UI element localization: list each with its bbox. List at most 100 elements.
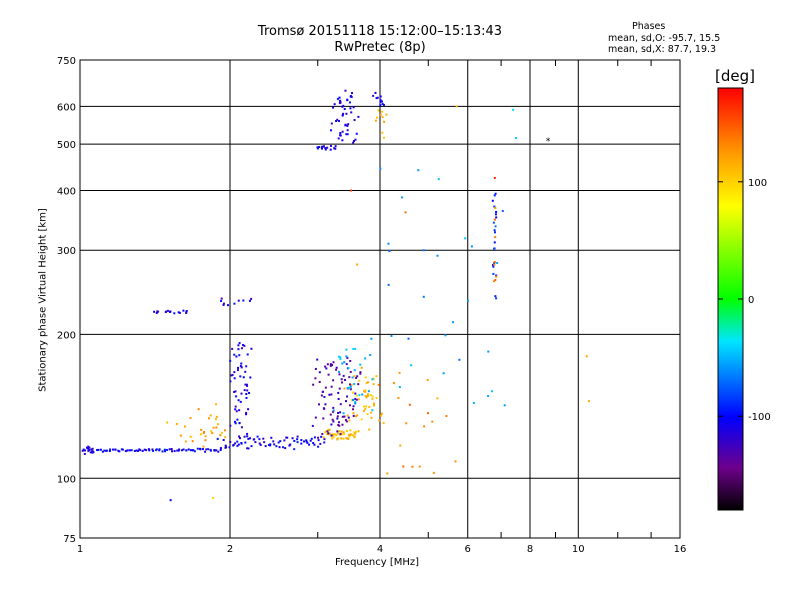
scatter-point <box>258 442 261 445</box>
scatter-point <box>196 447 199 450</box>
scatter-point <box>293 448 296 451</box>
scatter-point <box>323 441 326 444</box>
scatter-point <box>371 395 374 398</box>
scatter-point <box>133 449 136 452</box>
scatter-point <box>215 415 218 418</box>
scatter-point <box>240 392 243 395</box>
scatter-point <box>303 440 306 443</box>
scatter-point <box>177 449 180 452</box>
scatter-point <box>493 176 496 179</box>
scatter-point <box>335 434 338 437</box>
scatter-point <box>236 444 239 447</box>
scatter-point <box>312 383 315 386</box>
scatter-point <box>370 411 373 414</box>
scatter-point <box>355 394 358 397</box>
scatter-point <box>235 395 238 398</box>
scatter-point <box>363 390 366 393</box>
scatter-point <box>189 417 192 420</box>
scatter-point <box>332 379 335 382</box>
scatter-point <box>111 448 114 451</box>
scatter-point <box>372 94 375 97</box>
scatter-point <box>240 347 243 350</box>
scatter-point <box>332 361 335 364</box>
scatter-point <box>326 146 329 149</box>
scatter-point <box>349 95 352 98</box>
scatter-point <box>177 311 180 314</box>
scatter-point <box>352 412 355 415</box>
scatter-point <box>337 424 340 427</box>
scatter-point <box>342 432 345 435</box>
scatter-point <box>351 391 354 394</box>
scatter-point <box>354 392 357 395</box>
scatter-point <box>374 119 377 122</box>
scatter-point <box>173 450 176 453</box>
y-tick-label: 300 <box>57 246 76 257</box>
scatter-point <box>365 382 368 385</box>
scatter-point <box>331 437 334 440</box>
scatter-point <box>355 376 358 379</box>
scatter-point <box>236 418 239 421</box>
scatter-point <box>346 414 349 417</box>
scatter-point <box>317 445 320 448</box>
scatter-point <box>349 107 352 110</box>
scatter-point <box>231 347 234 350</box>
scatter-point <box>330 144 333 147</box>
scatter-point <box>336 118 339 121</box>
scatter-point <box>351 376 354 379</box>
scatter-point <box>356 375 359 378</box>
scatter-point <box>346 133 349 136</box>
scatter-point <box>185 449 188 452</box>
scatter-point <box>321 433 324 436</box>
scatter-point <box>379 100 382 103</box>
scatter-point <box>332 433 335 436</box>
scatter-point <box>437 178 440 181</box>
scatter-point <box>215 426 218 429</box>
scatter-point <box>246 447 249 450</box>
scatter-point <box>345 112 348 115</box>
scatter-point <box>339 358 342 361</box>
scatter-point <box>163 448 166 451</box>
x-tick-label: 10 <box>572 544 585 555</box>
scatter-point <box>234 390 237 393</box>
scatter-point <box>242 376 245 379</box>
scatter-point <box>352 414 355 417</box>
scatter-point <box>289 443 292 446</box>
scatter-point <box>240 442 243 445</box>
scatter-point <box>444 334 447 337</box>
scatter-point <box>239 365 242 368</box>
scatter-point <box>229 380 232 383</box>
scatter-point <box>332 106 335 109</box>
scatter-point <box>345 363 348 366</box>
scatter-point <box>166 309 169 312</box>
scatter-point <box>387 242 390 245</box>
scatter-point <box>340 378 343 381</box>
scatter-point <box>225 446 228 449</box>
scatter-point <box>342 112 345 115</box>
scatter-point <box>224 444 227 447</box>
scatter-point <box>284 447 287 450</box>
scatter-point <box>329 129 332 132</box>
scatter-point <box>170 448 173 451</box>
scatter-point <box>494 278 497 281</box>
scatter-point <box>417 169 420 172</box>
colorbar-tick-label: 0 <box>748 295 754 306</box>
scatter-point <box>346 98 349 101</box>
scatter-point <box>339 134 342 137</box>
scatter-point <box>364 390 367 393</box>
scatter-point <box>273 443 276 446</box>
scatter-point <box>341 423 344 426</box>
scatter-point <box>323 438 326 441</box>
scatter-point <box>422 295 425 298</box>
scatter-point <box>86 446 89 449</box>
scatter-point <box>217 423 220 426</box>
scatter-point <box>108 449 111 452</box>
scatter-point <box>199 433 202 436</box>
scatter-point <box>129 449 132 452</box>
scatter-point <box>320 146 323 149</box>
scatter-point <box>316 147 319 150</box>
scatter-point <box>337 421 340 424</box>
scatter-point <box>359 371 362 374</box>
scatter-point <box>382 103 385 106</box>
scatter-point <box>305 440 308 443</box>
scatter-point <box>238 342 241 345</box>
